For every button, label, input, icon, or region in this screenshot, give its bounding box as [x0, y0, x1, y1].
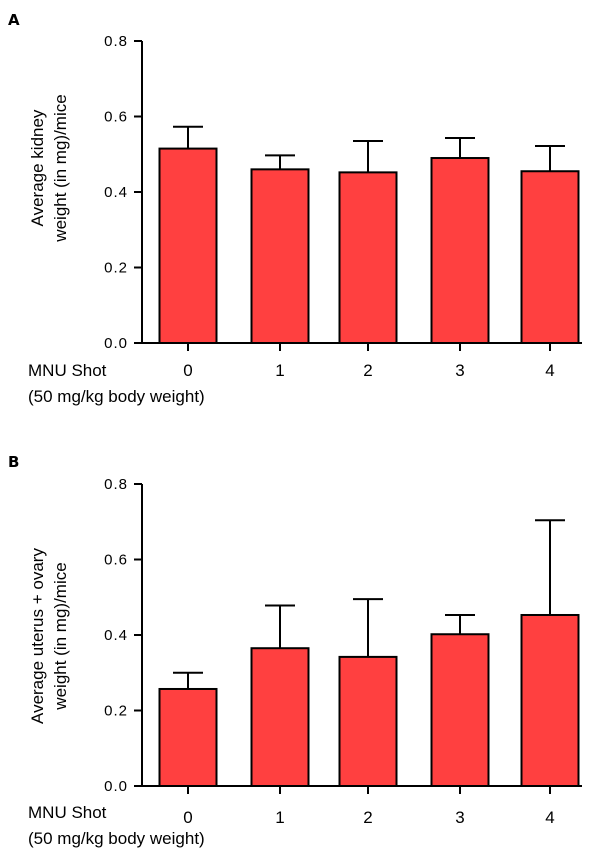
bar-4 — [520, 613, 580, 787]
y-tick-label: 0.6 — [104, 552, 128, 569]
y-tick-label: 0.4 — [104, 184, 128, 201]
y-tick-label: 0.0 — [104, 778, 128, 795]
x-tick-label: 1 — [275, 808, 284, 827]
y-axis-title-line-2: weight (in mg)/mice — [51, 94, 70, 242]
y-axis-title-line-2: weight (in mg)/mice — [51, 562, 70, 710]
y-tick-label: 0.2 — [104, 703, 128, 720]
y-axis-title-line-1: Average uterus + ovary — [28, 548, 47, 724]
bar-2 — [338, 171, 398, 344]
x-axis-title-line-2: (50 mg/kg body weight) — [28, 387, 205, 406]
plot-area: 0.0 0.2 0.4 0.6 0.8 0 1 2 3 4 — [104, 33, 582, 380]
y-axis-title-line-1: Average kidney — [28, 109, 47, 226]
x-tick-label: 0 — [183, 808, 192, 827]
x-tick-label: 3 — [455, 808, 464, 827]
x-axis-title-line-1: MNU Shot — [28, 803, 107, 822]
panel-a: A Average kidney weight (in mg)/mice MNU… — [8, 11, 582, 406]
x-axis-title-line-1: MNU Shot — [28, 361, 107, 380]
y-tick-label: 0.6 — [104, 109, 128, 126]
bar-4 — [520, 170, 580, 344]
plot-area: 0.0 0.2 0.4 0.6 0.8 0 1 2 3 4 — [104, 476, 582, 827]
y-tick-label: 0.0 — [104, 335, 128, 352]
bar-2 — [338, 655, 398, 788]
panel-b: B Average uterus + ovary weight (in mg)/… — [8, 453, 582, 848]
y-tick-label: 0.2 — [104, 260, 128, 277]
bar-0 — [158, 147, 218, 344]
x-tick-label: 3 — [455, 361, 464, 380]
y-tick-label: 0.4 — [104, 627, 128, 644]
panel-label: A — [8, 11, 20, 29]
bar-1 — [250, 647, 310, 788]
bar-0 — [158, 687, 218, 787]
y-tick-label: 0.8 — [104, 476, 128, 493]
x-axis-title-line-2: (50 mg/kg body weight) — [28, 829, 205, 848]
x-tick-label: 1 — [275, 361, 284, 380]
panel-label: B — [8, 453, 19, 471]
x-tick-label: 4 — [545, 808, 554, 827]
y-axis-title: Average kidney weight (in mg)/mice — [28, 94, 70, 242]
bar-1 — [250, 168, 310, 344]
y-axis-title: Average uterus + ovary weight (in mg)/mi… — [28, 548, 70, 724]
x-tick-label: 2 — [363, 808, 372, 827]
bar-3 — [430, 633, 490, 787]
y-tick-label: 0.8 — [104, 33, 128, 50]
bar-3 — [430, 157, 490, 344]
x-tick-label: 4 — [545, 361, 554, 380]
x-tick-label: 2 — [363, 361, 372, 380]
x-tick-label: 0 — [183, 361, 192, 380]
